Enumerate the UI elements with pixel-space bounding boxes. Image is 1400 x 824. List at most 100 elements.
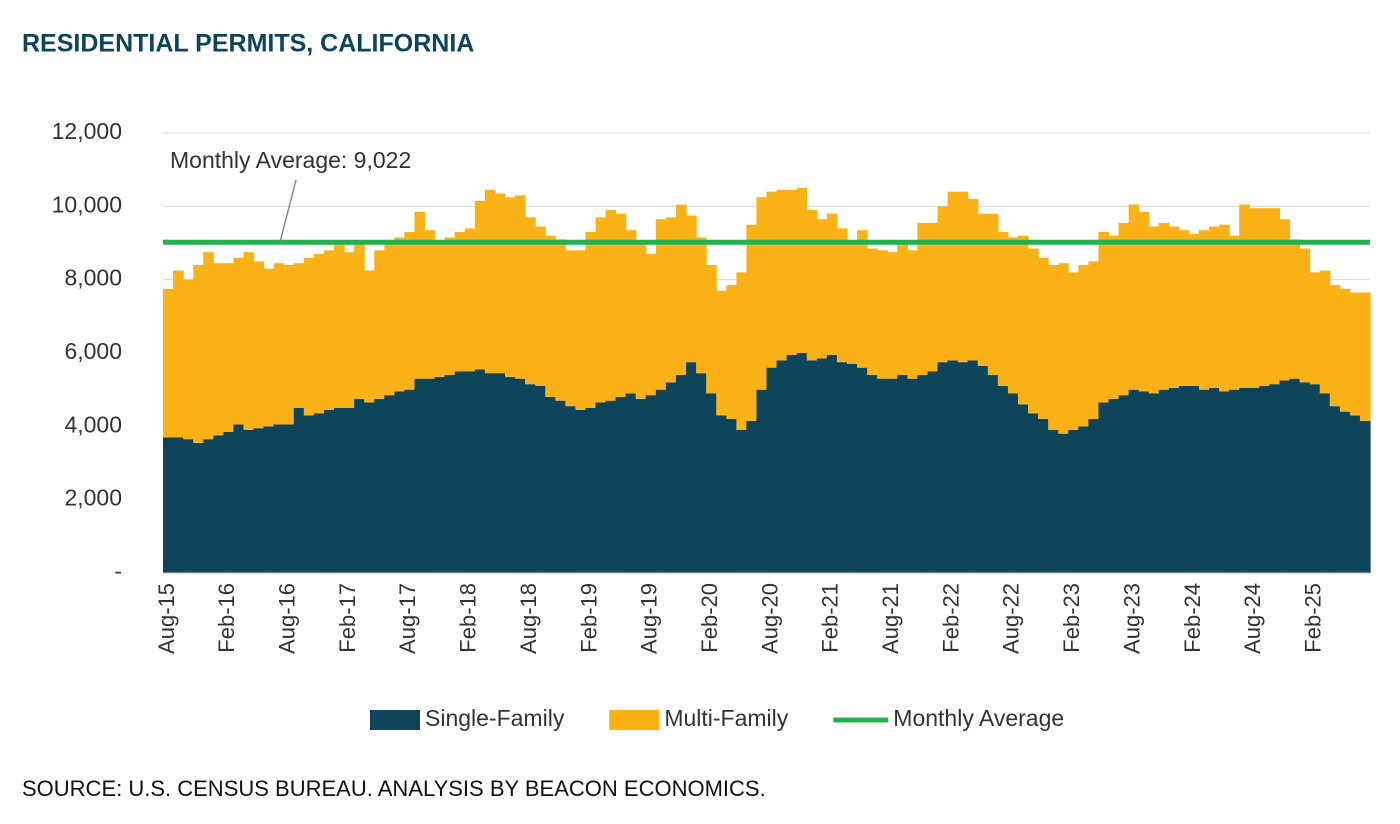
bar-segment	[1068, 272, 1079, 430]
bar-segment	[1148, 226, 1160, 394]
bar-segment	[1279, 219, 1291, 381]
bar-segment	[1158, 222, 1170, 390]
bar-segment	[163, 437, 174, 573]
bar-segment	[1168, 387, 1180, 573]
x-tick-label: Feb-25	[1300, 583, 1325, 653]
bar-segment	[927, 371, 939, 573]
bar-segment	[313, 254, 325, 414]
bar-segment	[665, 217, 677, 383]
bar-segment	[344, 408, 355, 573]
bar-segment	[283, 424, 295, 573]
bar-segment	[313, 413, 325, 573]
bar-segment	[213, 435, 224, 573]
bar-segment	[193, 265, 204, 443]
bar-segment	[424, 230, 436, 379]
bar-segment	[706, 265, 717, 394]
bar-segment	[414, 211, 426, 379]
bar-segment	[957, 362, 969, 573]
bar-segment	[1339, 288, 1351, 412]
bar-segment	[1188, 233, 1200, 386]
bar-segment	[555, 239, 566, 401]
x-tick-label: Feb-21	[818, 583, 843, 653]
x-tick-label: Aug-24	[1240, 583, 1265, 654]
bar-segment	[545, 397, 556, 573]
bar-segment	[615, 213, 627, 397]
bar-segment	[947, 191, 959, 361]
bar-segment	[273, 424, 285, 573]
bar-segment	[766, 191, 778, 368]
bar-segment	[494, 373, 506, 573]
bar-segment	[1299, 382, 1311, 573]
bar-segment	[796, 188, 808, 353]
bar-segment	[1108, 398, 1120, 573]
bar-segment	[706, 393, 717, 573]
bar-segment	[404, 389, 416, 573]
bar-segment	[826, 213, 838, 355]
bar-segment	[836, 228, 848, 363]
bar-segment	[957, 191, 969, 363]
bar-segment	[1007, 393, 1019, 573]
bar-segment	[887, 378, 898, 573]
bar-segment	[1209, 387, 1220, 573]
bar-segment	[1269, 208, 1281, 385]
bar-segment	[1219, 224, 1230, 392]
bar-segment	[655, 219, 667, 390]
bar-segment	[293, 263, 305, 408]
bar-segment	[1199, 230, 1210, 390]
bar-segment	[384, 395, 395, 573]
bar-segment	[776, 360, 788, 573]
annotation: Monthly Average: 9,022	[170, 147, 411, 173]
bar-segment	[424, 378, 436, 573]
bar-segment	[917, 222, 929, 375]
bar-segment	[1359, 420, 1371, 573]
x-tick-label: Aug-16	[275, 583, 300, 654]
bar-segment	[203, 252, 214, 440]
bar-segment	[635, 241, 647, 399]
bar-segment	[605, 210, 617, 401]
bar-segment	[293, 408, 305, 573]
source-note: SOURCE: U.S. CENSUS BUREAU. ANALYSIS BY …	[22, 776, 766, 801]
bar-segment	[595, 402, 607, 573]
bar-segment	[394, 237, 405, 392]
bar-segment	[897, 375, 908, 573]
bar-segment	[1098, 232, 1110, 403]
x-tick-label: Aug-17	[395, 583, 420, 654]
bar-segment	[1048, 430, 1059, 573]
bar-segment	[716, 415, 727, 573]
y-tick-label: -	[114, 558, 122, 584]
x-tick-label: Feb-18	[456, 583, 481, 653]
bar-segment	[243, 252, 255, 430]
bar-segment	[243, 430, 255, 573]
bar-segment	[846, 241, 858, 364]
bar-segment	[1219, 391, 1230, 573]
bar-segment	[1148, 393, 1160, 573]
bar-segment	[1078, 265, 1089, 427]
bar-segment	[354, 398, 365, 573]
bar-segment	[374, 250, 385, 399]
bar-segment	[1178, 386, 1190, 573]
bar-segment	[756, 197, 768, 390]
bar-segment	[816, 358, 828, 573]
y-tick-label: 6,000	[64, 338, 122, 364]
bar-segment	[1118, 222, 1130, 396]
bar-segment	[605, 400, 617, 573]
bar-segment	[233, 257, 245, 425]
bar-segment	[1259, 386, 1271, 573]
legend-swatch	[370, 710, 420, 730]
bar-segment	[766, 367, 778, 573]
bar-segment	[1299, 248, 1311, 383]
bar-segment	[535, 386, 546, 573]
bar-segment	[484, 373, 496, 573]
bar-segment	[686, 362, 697, 573]
bar-segment	[1319, 270, 1331, 394]
annotation-leader	[279, 179, 297, 243]
bar-segment	[645, 395, 657, 573]
bar-segment	[987, 375, 999, 573]
bar-segment	[1289, 378, 1301, 573]
bar-segment	[1239, 204, 1250, 388]
y-tick-label: 4,000	[64, 411, 122, 437]
bar-segment	[857, 230, 868, 368]
bar-segment	[625, 230, 637, 394]
bar-segment	[806, 360, 818, 573]
